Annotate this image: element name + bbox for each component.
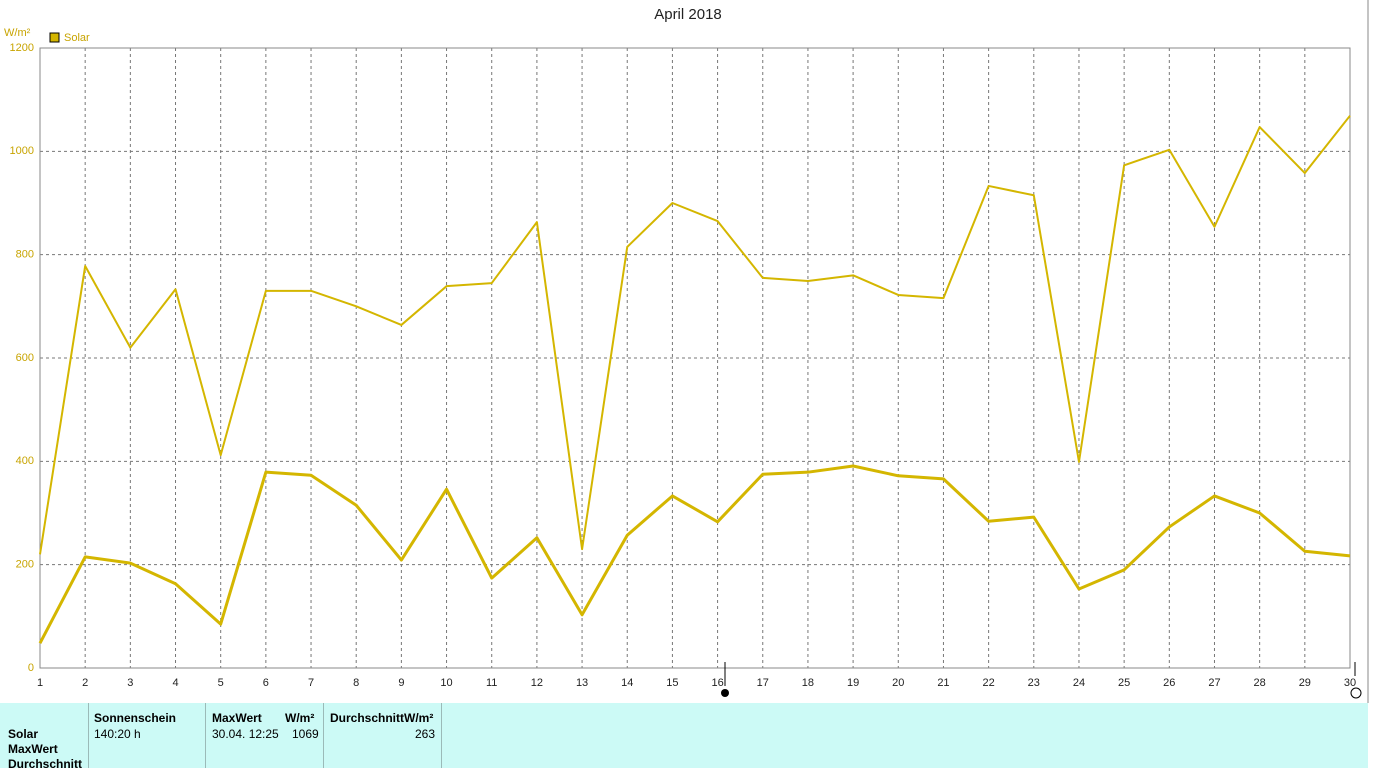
separator bbox=[441, 703, 442, 768]
row-label: MaxWert bbox=[8, 742, 58, 756]
x-tick-label: 19 bbox=[847, 677, 859, 689]
x-tick-label: 17 bbox=[757, 677, 769, 689]
x-tick-label: 3 bbox=[127, 677, 133, 689]
column-header: W/m² bbox=[285, 711, 315, 725]
column-header: MaxWert bbox=[212, 711, 262, 725]
cell: 140:20 h bbox=[94, 727, 141, 741]
y-tick-label: 1000 bbox=[10, 145, 34, 157]
x-tick-label: 11 bbox=[486, 677, 497, 689]
x-tick-label: 12 bbox=[531, 677, 543, 689]
cell: 1069 bbox=[292, 727, 319, 741]
x-tick-label: 26 bbox=[1163, 677, 1175, 689]
data-line bbox=[39, 115, 1351, 555]
row-label: Durchschnitt bbox=[8, 757, 83, 771]
cursor-dot bbox=[721, 689, 729, 697]
x-tick-label: 21 bbox=[937, 677, 949, 689]
x-tick-label: 18 bbox=[802, 677, 814, 689]
x-tick-label: 29 bbox=[1299, 677, 1311, 689]
chart-title: April 2018 bbox=[654, 6, 722, 23]
x-tick-label: 25 bbox=[1118, 677, 1130, 689]
y-tick-label: 400 bbox=[16, 455, 34, 467]
data-line bbox=[38, 464, 1351, 644]
x-tick-label: 9 bbox=[398, 677, 404, 689]
cell: 30.04. 12:25 bbox=[212, 727, 279, 741]
y-tick-label: 800 bbox=[16, 249, 34, 261]
legend-label: Solar bbox=[64, 32, 90, 44]
column-header: DurchschnittW/m² bbox=[330, 711, 434, 725]
x-tick-label: 30 bbox=[1344, 677, 1356, 689]
x-tick-label: 27 bbox=[1208, 677, 1220, 689]
legend-swatch bbox=[49, 32, 60, 43]
row-label: Solar bbox=[8, 727, 39, 741]
end-circle bbox=[1350, 687, 1362, 699]
y-tick-label: 600 bbox=[16, 352, 34, 364]
x-tick-label: 22 bbox=[982, 677, 994, 689]
x-tick-label: 7 bbox=[308, 677, 314, 689]
x-tick-label: 16 bbox=[711, 677, 723, 689]
separator bbox=[205, 703, 206, 768]
separator bbox=[323, 703, 324, 768]
x-tick-label: 15 bbox=[666, 677, 678, 689]
x-tick-label: 28 bbox=[1254, 677, 1266, 689]
x-tick-label: 10 bbox=[440, 677, 452, 689]
x-tick-label: 14 bbox=[621, 677, 633, 689]
plot-frame bbox=[39, 47, 1351, 669]
x-tick-label: 6 bbox=[263, 677, 269, 689]
x-tick-label: 23 bbox=[1028, 677, 1040, 689]
cell: 263 bbox=[415, 727, 436, 741]
summary-panel: Solar MaxWert Durchschnitt Sonnenschein … bbox=[0, 703, 1368, 771]
y-tick-label: 0 bbox=[28, 662, 34, 674]
x-tick-label: 4 bbox=[172, 677, 178, 689]
separator bbox=[88, 703, 89, 768]
x-tick-label: 24 bbox=[1073, 677, 1085, 689]
y-tick-label: 200 bbox=[16, 559, 34, 571]
x-tick-label: 1 bbox=[37, 677, 43, 689]
y-tick-label: 1200 bbox=[10, 42, 34, 54]
x-tick-label: 2 bbox=[82, 677, 88, 689]
x-tick-label: 20 bbox=[892, 677, 904, 689]
y-unit: W/m² bbox=[4, 27, 31, 39]
x-tick-label: 13 bbox=[576, 677, 588, 689]
column-header: Sonnenschein bbox=[94, 711, 177, 725]
x-tick-label: 5 bbox=[218, 677, 224, 689]
x-tick-label: 8 bbox=[353, 677, 359, 689]
